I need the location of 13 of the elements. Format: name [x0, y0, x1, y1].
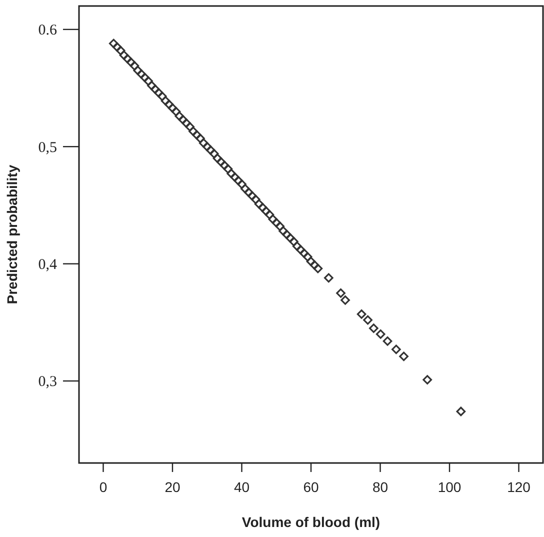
x-tick-label: 40: [234, 479, 250, 495]
y-tick-label: 0,4: [38, 257, 58, 274]
x-axis-title: Volume of blood (ml): [242, 514, 380, 530]
x-tick-label: 0: [99, 479, 108, 495]
x-tick-label: 100: [438, 479, 462, 495]
y-tick-label: 0.6: [38, 22, 58, 39]
x-tick-label: 60: [303, 479, 319, 495]
y-tick-label: 0,3: [38, 374, 57, 390]
y-tick-label: 0,5: [38, 140, 57, 156]
x-tick-label: 120: [507, 479, 531, 495]
x-tick-label: 80: [372, 479, 388, 495]
x-tick-label: 20: [164, 479, 180, 495]
y-axis-title: Predicted probability: [4, 164, 20, 304]
